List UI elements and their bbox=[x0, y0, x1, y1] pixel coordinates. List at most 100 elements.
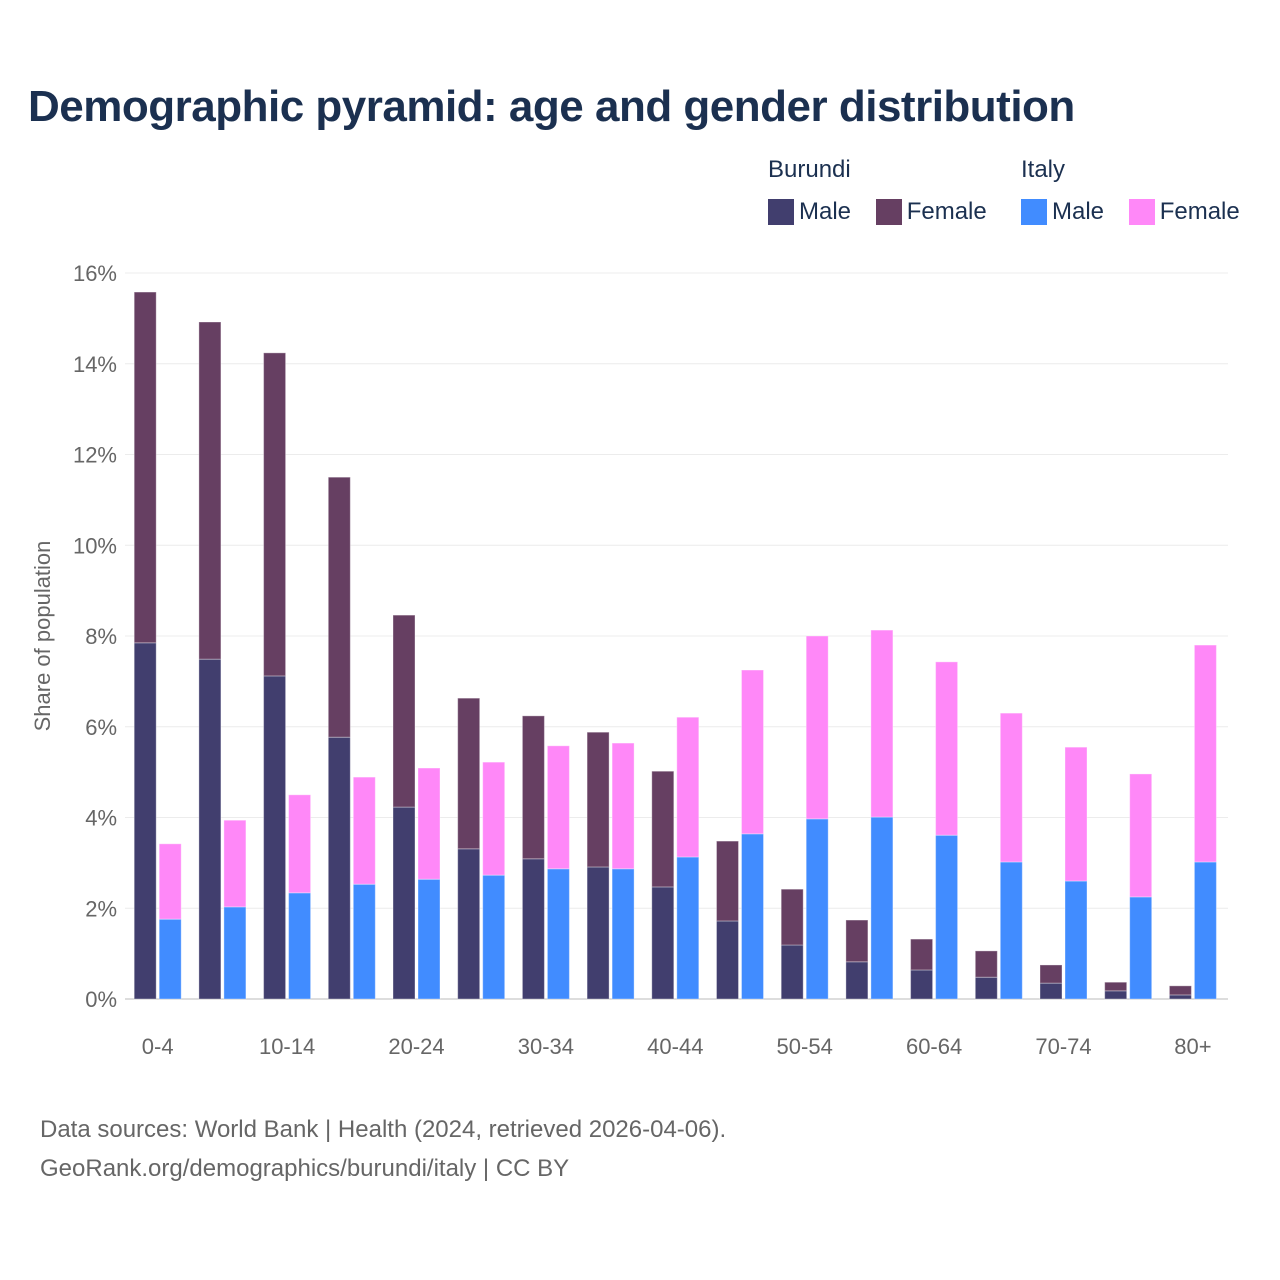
bar-burundi-female bbox=[1039, 964, 1063, 984]
y-tick-label: 4% bbox=[85, 806, 117, 831]
x-tick-label: 30-34 bbox=[518, 1034, 574, 1059]
bar-burundi-male bbox=[910, 969, 934, 1000]
bar-burundi-female bbox=[974, 950, 998, 978]
y-tick-label: 16% bbox=[73, 261, 117, 286]
chart-title: Demographic pyramid: age and gender dist… bbox=[28, 82, 1075, 131]
bar-burundi-male bbox=[974, 976, 998, 1000]
bar-burundi-female bbox=[1168, 985, 1192, 996]
legend-item-italy-female: Female bbox=[1128, 198, 1240, 226]
bar-italy-male bbox=[676, 856, 700, 1000]
bar-italy-male bbox=[999, 861, 1023, 1000]
legend-label: Male bbox=[799, 198, 852, 225]
y-tick-label: 6% bbox=[85, 715, 117, 740]
legend-item-burundi-male: Male bbox=[768, 198, 851, 226]
x-tick-label: 50-54 bbox=[777, 1034, 833, 1059]
bar-burundi-male bbox=[263, 675, 287, 1000]
x-tick-label: 20-24 bbox=[388, 1034, 444, 1059]
bar-burundi-male bbox=[198, 658, 222, 1000]
x-tick-label: 10-14 bbox=[259, 1034, 315, 1059]
bar-burundi-female bbox=[716, 840, 739, 922]
bar-italy-female bbox=[870, 629, 894, 818]
y-tick-label: 10% bbox=[73, 533, 117, 558]
bar-italy-female bbox=[1129, 773, 1153, 898]
bar-italy-male bbox=[417, 878, 441, 1000]
bar-burundi-male bbox=[1168, 994, 1192, 1000]
bar-italy-female bbox=[352, 776, 376, 885]
legend-item-burundi-female: Female bbox=[875, 198, 987, 226]
bar-burundi-female bbox=[845, 919, 869, 963]
bar-italy-male bbox=[482, 874, 506, 1000]
bar-burundi-female bbox=[263, 352, 287, 677]
bar-burundi-male bbox=[716, 920, 739, 1000]
y-tick-label: 8% bbox=[85, 624, 117, 649]
bar-italy-male bbox=[805, 818, 829, 1000]
bar-burundi-male bbox=[327, 736, 351, 1000]
bar-italy-male bbox=[741, 833, 764, 1000]
bar-burundi-male bbox=[1104, 990, 1128, 1000]
bar-italy-female bbox=[1193, 644, 1217, 863]
legend-italy: Italy Male Female bbox=[1021, 156, 1240, 232]
bar-italy-male bbox=[1193, 861, 1217, 1000]
bar-burundi-male bbox=[651, 886, 675, 1000]
x-tick-label: 0-4 bbox=[142, 1034, 174, 1059]
bar-burundi-female bbox=[586, 731, 610, 868]
bar-italy-male bbox=[352, 883, 376, 1000]
bar-burundi-female bbox=[910, 938, 934, 971]
bar-burundi-female bbox=[327, 476, 351, 738]
bar-italy-male bbox=[870, 816, 894, 1000]
bar-italy-female bbox=[546, 745, 570, 870]
bar-burundi-female bbox=[198, 321, 222, 660]
x-tick-label: 80+ bbox=[1174, 1034, 1211, 1059]
bar-italy-male bbox=[935, 834, 959, 1000]
legend-title: Italy bbox=[1021, 156, 1066, 183]
bar-italy-female bbox=[1064, 746, 1088, 882]
bar-italy-male bbox=[158, 918, 182, 1000]
bar-burundi-male bbox=[392, 806, 416, 1000]
bar-italy-female bbox=[417, 767, 441, 880]
legend-item-italy-male: Male bbox=[1021, 198, 1104, 226]
bar-burundi-female bbox=[392, 614, 416, 808]
y-tick-label: 0% bbox=[85, 987, 117, 1012]
bar-burundi-male bbox=[780, 944, 804, 1000]
y-axis-label: Share of population bbox=[30, 541, 55, 732]
x-tick-label: 60-64 bbox=[906, 1034, 962, 1059]
bar-italy-male bbox=[546, 868, 570, 1000]
bar-italy-female bbox=[158, 843, 182, 920]
bar-burundi-male bbox=[457, 848, 481, 1000]
legend-label: Female bbox=[906, 198, 987, 225]
bar-italy-male bbox=[223, 906, 247, 1000]
bar-italy-female bbox=[805, 635, 829, 820]
y-tick-label: 14% bbox=[73, 352, 117, 377]
swatch bbox=[1021, 199, 1047, 225]
x-tick-label: 70-74 bbox=[1035, 1034, 1091, 1059]
bar-burundi-male bbox=[845, 961, 869, 1000]
bar-italy-female bbox=[223, 819, 247, 908]
bar-italy-male bbox=[1064, 880, 1088, 1000]
bar-italy-female bbox=[935, 661, 959, 836]
bar-italy-female bbox=[482, 761, 506, 876]
legend-label: Female bbox=[1159, 198, 1240, 225]
legend-title: Burundi bbox=[768, 156, 851, 183]
bar-italy-female bbox=[741, 669, 764, 835]
bar-burundi-female bbox=[1104, 981, 1128, 992]
legend-burundi: Burundi Male Female bbox=[768, 156, 1005, 232]
source-note: Data sources: World Bank | Health (2024,… bbox=[40, 1116, 727, 1143]
swatch bbox=[1128, 199, 1155, 225]
swatch bbox=[875, 199, 902, 225]
bar-burundi-male bbox=[586, 866, 610, 1000]
bar-burundi-female bbox=[133, 291, 157, 644]
bar-italy-female bbox=[676, 716, 700, 858]
y-tick-label: 2% bbox=[85, 896, 117, 921]
y-tick-label: 12% bbox=[73, 443, 117, 468]
legend-label: Male bbox=[1052, 198, 1105, 225]
bar-italy-male bbox=[288, 892, 312, 1000]
bar-italy-male bbox=[1129, 896, 1153, 1000]
bar-italy-female bbox=[999, 712, 1023, 863]
bar-burundi-male bbox=[133, 642, 157, 1000]
bar-burundi-female bbox=[651, 770, 675, 888]
bar-italy-male bbox=[611, 868, 635, 1000]
swatch bbox=[768, 199, 794, 225]
bar-burundi-male bbox=[1039, 982, 1063, 1000]
source-url: GeoRank.org/demographics/burundi/italy |… bbox=[40, 1155, 570, 1182]
